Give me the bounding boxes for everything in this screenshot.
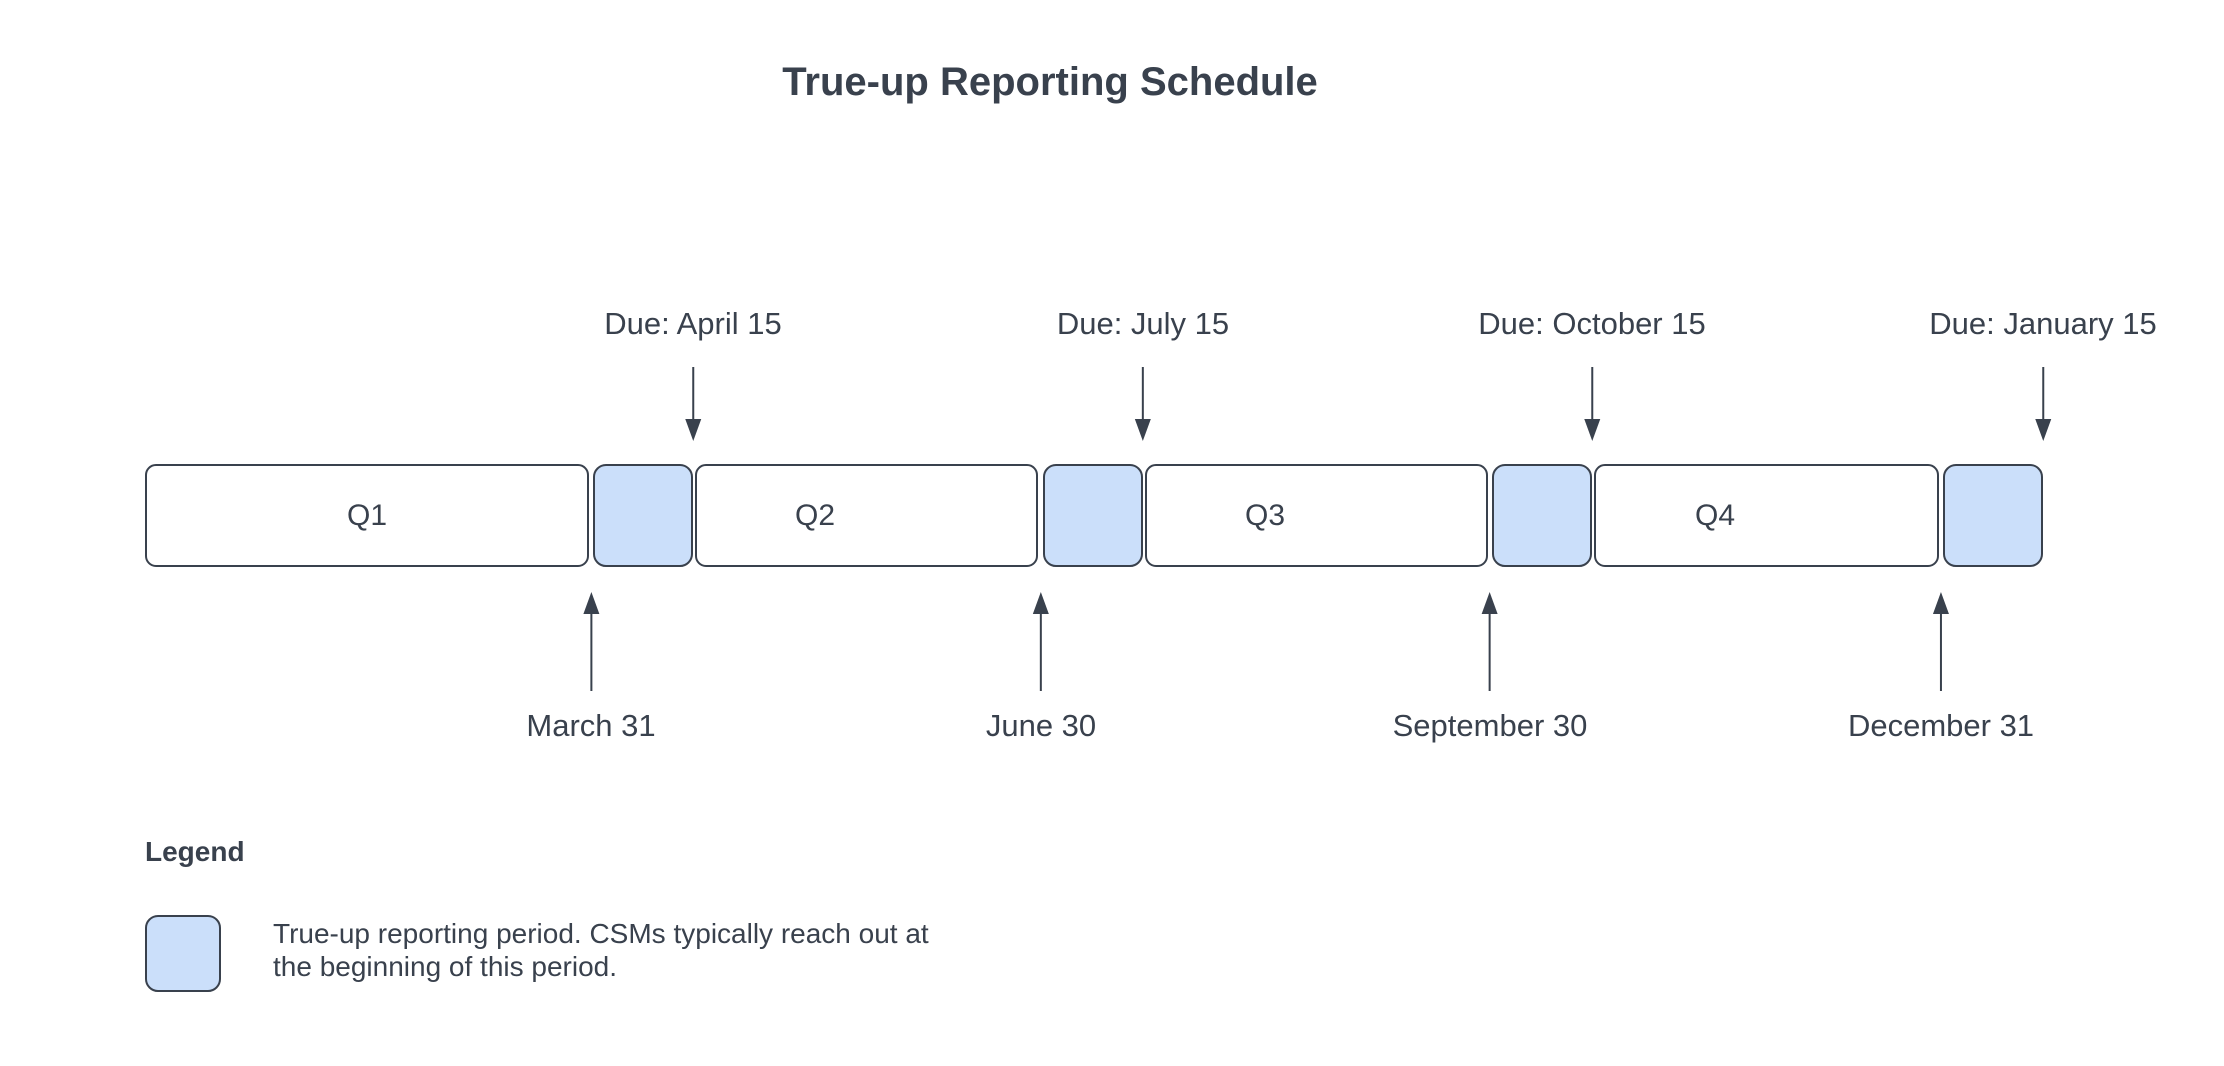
up-arrow-icon	[582, 592, 599, 691]
quarter-end-label: March 31	[526, 708, 656, 743]
legend-text: True-up reporting period. CSMs typically…	[273, 917, 929, 983]
quarter-end-marker-3: September 30	[1392, 592, 1588, 747]
down-arrow-icon	[2034, 367, 2051, 441]
reporting-period-box-2	[1043, 464, 1143, 567]
reporting-period-box-3	[1492, 464, 1592, 567]
due-marker-3: Due: October 15	[1478, 303, 1706, 441]
quarter-end-marker-1: March 31	[526, 592, 656, 747]
down-arrow-icon	[1584, 367, 1600, 441]
quarter-label-q2: Q2	[794, 499, 836, 532]
up-arrow-icon	[1032, 592, 1049, 691]
legend-heading: Legend	[145, 836, 245, 867]
due-label: Due: October 15	[1478, 306, 1706, 341]
quarter-box-q1	[145, 464, 589, 567]
reporting-period-box-4	[1943, 464, 2043, 567]
up-arrow-icon	[1481, 592, 1498, 691]
up-arrow-icon	[1933, 592, 1949, 691]
quarter-box-q2	[695, 464, 1038, 567]
due-marker-1: Due: April 15	[604, 303, 782, 441]
quarter-end-label: June 30	[985, 708, 1097, 743]
quarter-end-marker-4: December 31	[1848, 592, 2034, 747]
quarter-end-marker-2: June 30	[986, 592, 1096, 747]
due-label: Due: January 15	[1929, 306, 2157, 341]
legend-text-line: True-up reporting period. CSMs typically…	[273, 918, 929, 949]
quarter-box-q3	[1145, 464, 1488, 567]
page-title: True-up Reporting Schedule	[782, 60, 1318, 104]
quarter-box-q4	[1594, 464, 1939, 567]
quarter-end-label: September 30	[1392, 708, 1588, 743]
due-marker-2: Due: July 15	[1057, 303, 1229, 441]
quarter-label-q4: Q4	[1694, 499, 1736, 532]
due-label: Due: July 15	[1056, 306, 1230, 341]
legend-text-line: the beginning of this period.	[273, 951, 618, 982]
down-arrow-icon	[685, 367, 701, 441]
quarter-label-q1: Q1	[346, 499, 388, 532]
quarter-end-label: December 31	[1847, 708, 2035, 743]
reporting-period-box-1	[593, 464, 693, 567]
due-label: Due: April 15	[604, 306, 782, 341]
down-arrow-icon	[1134, 367, 1151, 441]
due-marker-4: Due: January 15	[1929, 303, 2157, 441]
quarter-label-q3: Q3	[1244, 499, 1286, 532]
legend-swatch	[145, 915, 221, 992]
